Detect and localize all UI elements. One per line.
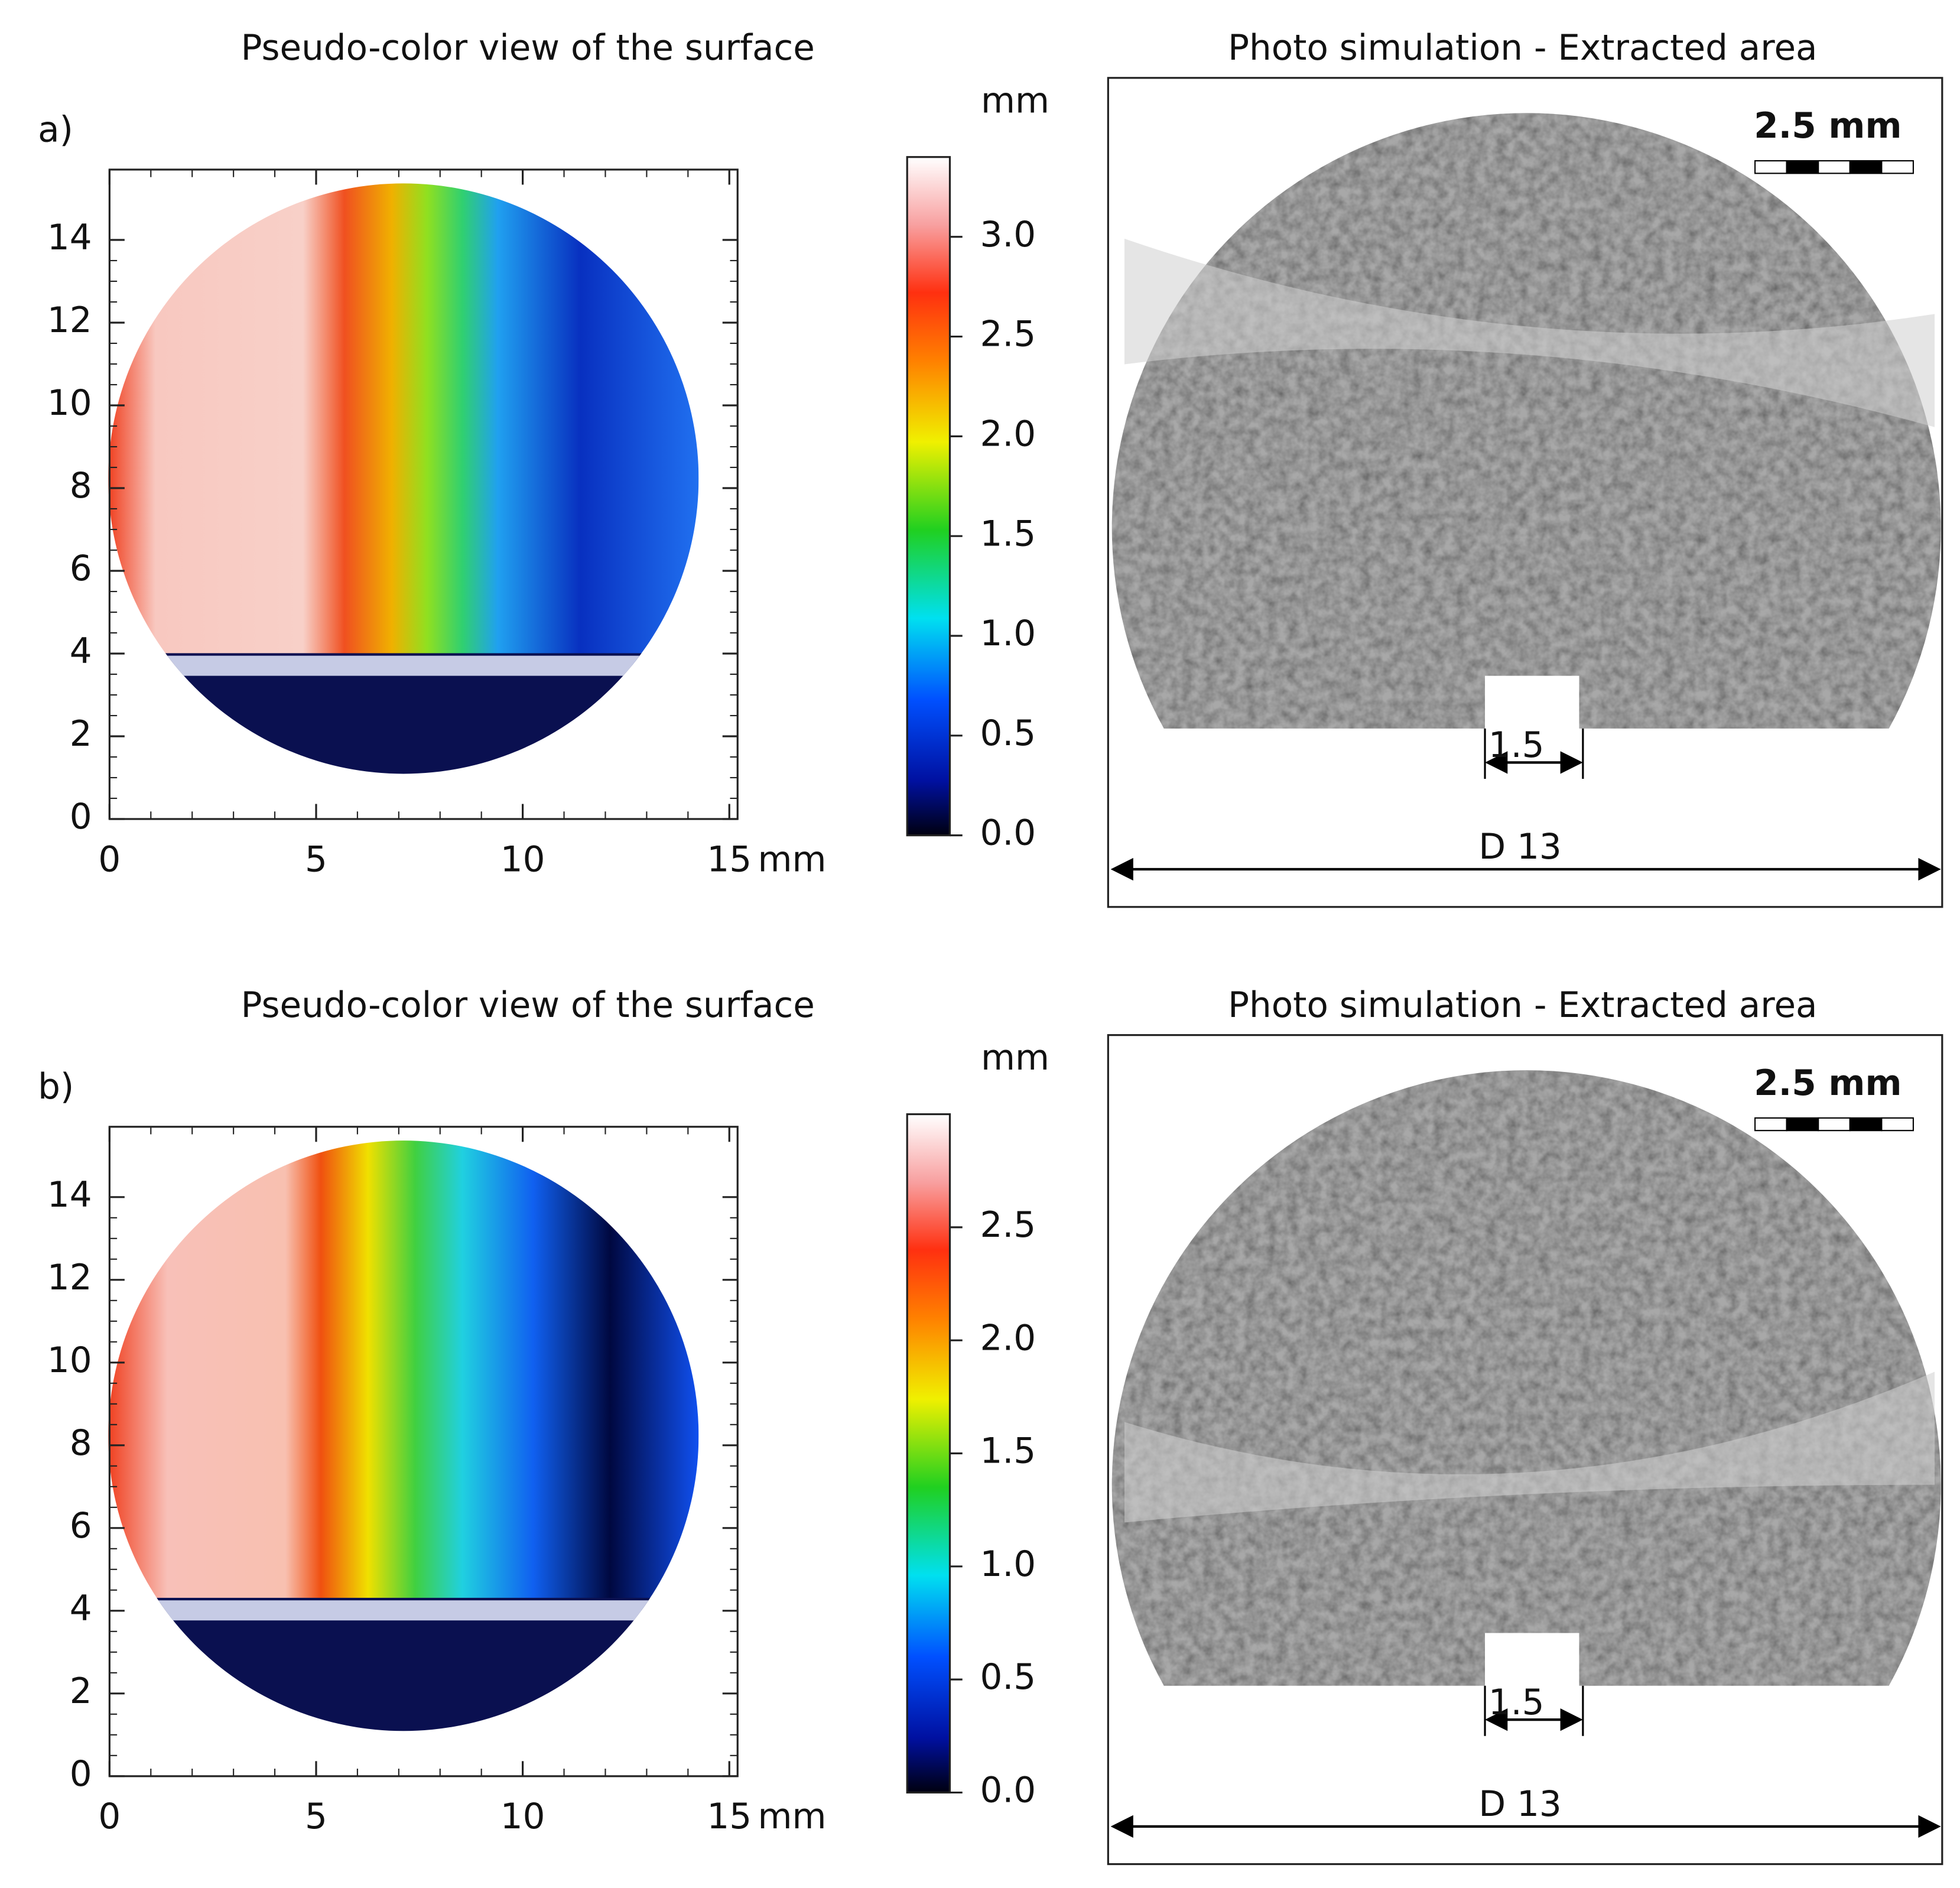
scale-bar (1754, 1117, 1787, 1132)
scale-bar (1818, 1117, 1851, 1132)
photo-band (1124, 238, 1935, 427)
x-unit: mm (758, 1796, 827, 1837)
colorbar-tick-label: 0.0 (980, 1770, 1036, 1811)
scale-bar (1786, 1117, 1819, 1132)
colorbar-tick-label: 0.5 (980, 1657, 1036, 1698)
colorbar-tick-label: 3.0 (980, 215, 1036, 255)
panel: b) Pseudo-color view of the surface 0 5 10 15… (38, 985, 1943, 1866)
surface-image (108, 1140, 699, 1731)
surface-frame (108, 168, 739, 820)
y-tick-label: 10 (47, 1340, 92, 1381)
y-tick-label: 2 (70, 1671, 92, 1712)
panel-label: a) (38, 109, 73, 150)
notch-label: 1.5 (1488, 1682, 1545, 1723)
x-tick-label: 5 (305, 1796, 327, 1837)
x-tick-label: 10 (500, 839, 545, 880)
scale-label: 2.5 mm (1754, 106, 1902, 147)
surface-image (108, 183, 699, 774)
photo-band (1124, 1372, 1935, 1523)
notch-dimension-head (1485, 1708, 1583, 1731)
y-tick-label: 12 (47, 300, 92, 341)
x-tick-label: 15 (707, 1796, 752, 1837)
y-tick-label: 0 (70, 797, 92, 837)
colorbar (906, 1113, 951, 1794)
x-tick-label: 15 (707, 839, 752, 880)
photo-image (1111, 1070, 1941, 1686)
colorbar-tick-label: 1.0 (980, 613, 1036, 654)
colorbar-tick-label: 2.5 (980, 1205, 1036, 1246)
photo-notch (1485, 675, 1579, 730)
scale-bar (1881, 160, 1914, 174)
x-tick-label: 0 (98, 1796, 121, 1837)
colorbar-tick-label: 1.0 (980, 1544, 1036, 1585)
y-tick-label: 8 (70, 1423, 92, 1464)
y-tick-label: 0 (70, 1754, 92, 1795)
y-tick-label: 6 (70, 548, 92, 589)
colorbar-unit: mm (981, 80, 1049, 121)
y-tick-label: 10 (47, 383, 92, 424)
colorbar-tick-label: 2.0 (980, 414, 1036, 454)
surface-edge (108, 1600, 699, 1621)
y-tick-label: 4 (70, 1588, 92, 1629)
colorbar-tick-label: 0.0 (980, 813, 1036, 854)
colorbar-tick-label: 2.5 (980, 314, 1036, 355)
scale-label: 2.5 mm (1754, 1063, 1902, 1104)
notch-label: 1.5 (1488, 725, 1545, 766)
colorbar-unit: mm (981, 1038, 1049, 1078)
photo-image (1111, 113, 1941, 729)
panel: a) Pseudo-color view of the surface 0 5 10 15… (38, 28, 1943, 908)
surface-color (108, 1140, 699, 1611)
colorbar (906, 156, 951, 837)
y-tick-label: 12 (47, 1257, 92, 1298)
y-tick-label: 8 (70, 466, 92, 506)
surface-title: Pseudo-color view of the surface (241, 28, 815, 69)
x-tick-label: 5 (305, 839, 327, 880)
surface-frame (108, 1126, 739, 1777)
photo-frame (1107, 1034, 1943, 1866)
scale-bar (1754, 160, 1787, 174)
scale-bar (1849, 1117, 1883, 1132)
panel-label: b) (38, 1067, 74, 1107)
surface-title: Pseudo-color view of the surface (241, 985, 815, 1026)
photo-frame (1107, 77, 1943, 908)
y-tick-label: 14 (47, 1175, 92, 1216)
photo-notch (1485, 1633, 1579, 1687)
photo-title: Photo simulation - Extracted area (1228, 28, 1817, 69)
x-tick-label: 0 (98, 839, 121, 880)
colorbar-tick-label: 2.0 (980, 1318, 1036, 1359)
scale-bar (1786, 160, 1819, 174)
y-tick-label: 6 (70, 1506, 92, 1546)
photo-title: Photo simulation - Extracted area (1228, 985, 1817, 1026)
x-tick-label: 10 (500, 1796, 545, 1837)
colorbar-tick-label: 0.5 (980, 713, 1036, 754)
diameter-label: D 13 (1478, 827, 1561, 867)
scale-bar (1881, 1117, 1914, 1132)
x-unit: mm (758, 839, 827, 880)
surface-edge (108, 655, 699, 676)
surface-color (108, 183, 699, 666)
scale-bar (1818, 160, 1851, 174)
notch-dimension-head (1485, 751, 1583, 774)
colorbar-tick-label: 1.5 (980, 514, 1036, 554)
y-tick-label: 14 (47, 217, 92, 258)
diameter-label: D 13 (1478, 1784, 1561, 1825)
colorbar-tick-label: 1.5 (980, 1431, 1036, 1472)
y-tick-label: 2 (70, 714, 92, 755)
y-tick-label: 4 (70, 631, 92, 672)
scale-bar (1849, 160, 1883, 174)
